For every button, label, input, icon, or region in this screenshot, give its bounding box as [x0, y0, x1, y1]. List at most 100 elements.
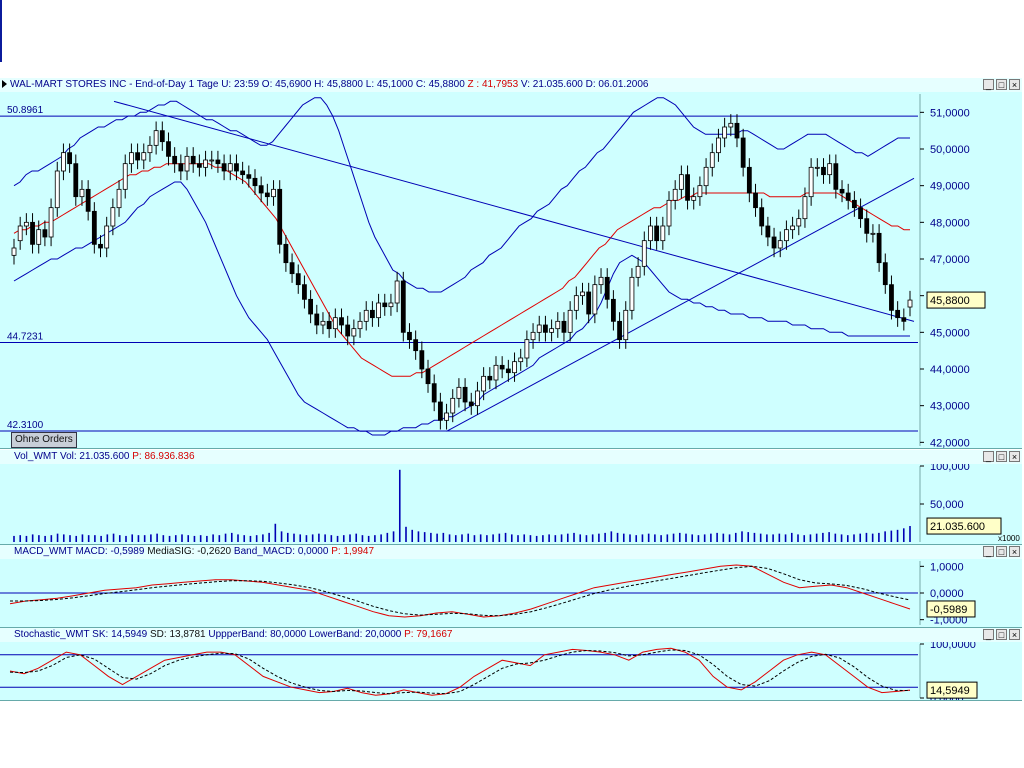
volume-bar	[19, 535, 22, 542]
restore-icon[interactable]: □	[996, 546, 1007, 557]
volume-bar	[822, 532, 824, 542]
candle-body	[419, 350, 425, 370]
price-tick-label: 42,0000	[930, 437, 970, 448]
volume-bar	[274, 523, 277, 542]
candle-body	[221, 163, 227, 172]
volume-bar	[890, 530, 893, 542]
volume-chart[interactable]: 100,000 50,000 21.035.600 x1000	[0, 450, 1022, 544]
volume-bar	[380, 534, 382, 542]
minimize-icon[interactable]: _	[983, 629, 994, 640]
volume-tick-label: 100,000	[930, 461, 970, 473]
candle-body	[110, 207, 116, 227]
minimize-icon[interactable]: _	[983, 79, 994, 90]
volume-bar	[318, 533, 320, 542]
candle-body	[357, 320, 363, 330]
volume-bar	[174, 535, 177, 542]
volume-bar	[728, 534, 731, 542]
volume-bar	[902, 528, 905, 542]
candle-body	[388, 302, 394, 308]
volume-bar	[150, 534, 152, 542]
candle-body	[691, 196, 697, 201]
candle-body	[666, 199, 672, 227]
candle-body	[771, 236, 777, 249]
price-chart[interactable]: 51,000050,000049,000048,000047,000046,00…	[0, 78, 1022, 448]
volume-bar	[330, 535, 333, 542]
candle-body	[345, 324, 351, 337]
restore-icon[interactable]: □	[996, 451, 1007, 462]
candle-body	[277, 188, 283, 245]
volume-bar	[430, 532, 432, 542]
volume-bar	[598, 533, 600, 542]
candle-body	[320, 320, 326, 326]
candle-body	[512, 361, 517, 374]
close-icon[interactable]: ×	[1009, 546, 1020, 557]
volume-bar	[336, 535, 339, 542]
volume-bar	[423, 532, 426, 542]
volume-bar	[94, 535, 96, 542]
price-tick-label: 48,0000	[930, 217, 970, 229]
candle-body	[561, 320, 567, 333]
close-icon[interactable]: ×	[1009, 451, 1020, 462]
candle-body	[227, 163, 233, 172]
volume-bar	[660, 535, 662, 542]
restore-icon[interactable]: □	[996, 79, 1007, 90]
candle-body	[431, 383, 437, 403]
candle-body	[777, 240, 783, 249]
macd-tick-label: 1,0000	[930, 561, 964, 573]
volume-bar	[591, 534, 594, 542]
minimize-icon[interactable]: _	[983, 451, 994, 462]
candle-body	[808, 166, 814, 198]
candle-body	[437, 401, 443, 421]
volume-bar	[573, 532, 575, 542]
candle-body	[30, 221, 35, 245]
stochastic-header: Stochastic_WMT SK: 14,5949 SD: 13,8781 U…	[0, 628, 1022, 642]
volume-bar	[797, 534, 799, 542]
volume-bar	[697, 535, 700, 542]
volume-bar	[535, 535, 538, 542]
candle-body	[172, 155, 178, 165]
candle-body	[141, 152, 147, 161]
volume-bar	[75, 535, 78, 542]
candle-body	[493, 364, 499, 381]
candle-body	[499, 364, 505, 370]
candle-body	[382, 302, 388, 308]
orders-button[interactable]: Ohne Orders	[11, 432, 77, 448]
candle-body	[295, 273, 301, 286]
close-icon[interactable]: ×	[1009, 629, 1020, 640]
restore-icon[interactable]: □	[996, 629, 1007, 640]
volume-panel[interactable]: 100,000 50,000 21.035.600 x1000 Vol_WMT Vol…	[0, 450, 1022, 545]
macd-chart[interactable]: 1,0000 0,0000 -1,0000-0,5989	[0, 545, 1022, 627]
candle-body	[159, 130, 165, 143]
low-value: L: 45,1000	[365, 79, 414, 90]
panel-menu-icon[interactable]	[2, 80, 7, 88]
volume-bar	[461, 534, 463, 542]
volume-bar	[342, 535, 345, 542]
volume-bar	[467, 533, 470, 542]
open-value: O: 45,6900	[261, 79, 312, 90]
candle-body	[339, 317, 344, 326]
moving-average-line	[13, 163, 910, 377]
candle-body	[549, 328, 554, 333]
top-edge-strip	[0, 0, 2, 62]
candle-body	[264, 192, 270, 198]
last-price-label: 45,8800	[930, 295, 970, 307]
close-icon[interactable]: ×	[1009, 79, 1020, 90]
macd-header: MACD_WMT MACD: -0,5989 MediaSIG: -0,2620…	[0, 545, 1022, 559]
candle-body	[586, 291, 592, 315]
candle-body	[302, 284, 307, 300]
volume-bar	[199, 535, 202, 542]
candle-body	[635, 265, 641, 278]
volume-bar	[286, 532, 289, 542]
volume-bar	[473, 535, 476, 542]
minimize-icon[interactable]: _	[983, 546, 994, 557]
volume-bar	[896, 529, 899, 542]
candle-body	[308, 298, 314, 315]
price-panel[interactable]: 51,000050,000049,000048,000047,000046,00…	[0, 78, 1022, 449]
macd-panel[interactable]: 1,0000 0,0000 -1,0000 -0,5989 MACD_WMT MACD…	[0, 545, 1022, 628]
volume-bar	[734, 532, 737, 542]
candle-body	[697, 185, 703, 198]
volume-bar	[87, 535, 90, 542]
volume-bar	[616, 532, 619, 542]
